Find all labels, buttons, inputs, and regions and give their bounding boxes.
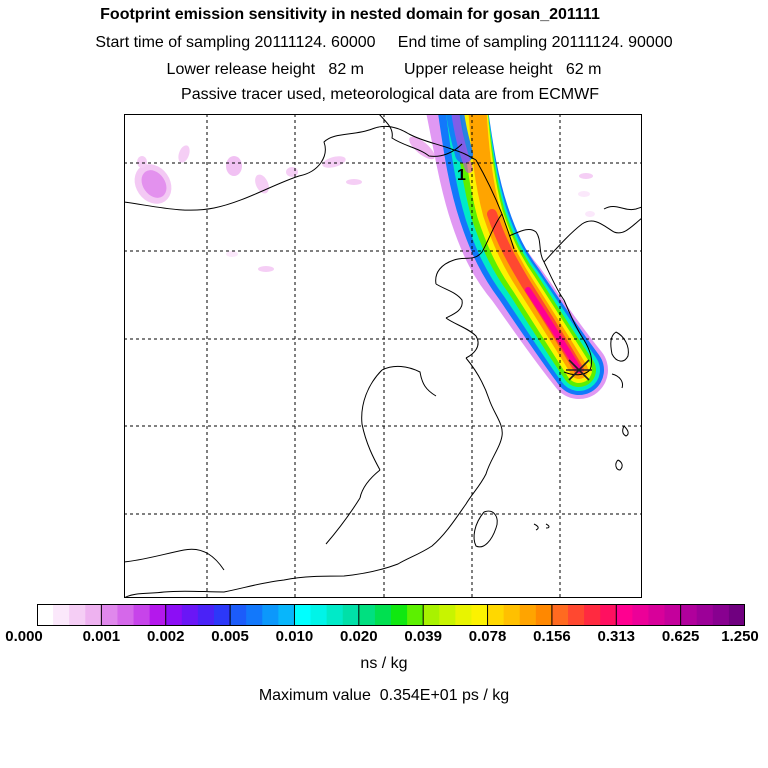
- colorbar-tick-label: 0.000: [5, 628, 43, 645]
- colorbar: [37, 604, 746, 626]
- colorbar-tick-label: 0.002: [146, 628, 185, 645]
- colorbar-swatch: [648, 604, 666, 626]
- receptor-marker: [566, 359, 592, 381]
- colorbar-swatch: [519, 604, 537, 626]
- colorbar-swatch: [503, 604, 521, 626]
- colorbar-swatch: [407, 604, 424, 626]
- colorbar-swatch: [391, 604, 408, 626]
- colorbar-swatch: [117, 604, 135, 626]
- colorbar-swatch: [728, 604, 746, 626]
- colorbar-swatch: [230, 604, 247, 626]
- colorbar-tick-label: 0.156: [533, 628, 571, 645]
- colorbar-swatch: [455, 604, 472, 626]
- colorbar-swatch: [181, 604, 199, 626]
- colorbar-swatch: [37, 604, 54, 626]
- release-marker-label: 1: [457, 167, 466, 184]
- colorbar-swatch: [101, 604, 118, 626]
- colorbar-swatch: [551, 604, 569, 626]
- sensitivity-blobs: [134, 136, 595, 272]
- colorbar-swatch: [664, 604, 682, 626]
- colorbar-swatch: [294, 604, 312, 626]
- coastlines: [124, 114, 642, 598]
- colorbar-swatch: [278, 604, 295, 626]
- colorbar-swatch: [197, 604, 215, 626]
- colorbar-swatch: [310, 604, 328, 626]
- colorbar-swatch: [680, 604, 698, 626]
- colorbar-swatch: [149, 604, 167, 626]
- map-frame: [124, 114, 642, 598]
- colorbar-swatch: [632, 604, 649, 626]
- colorbar-swatch: [133, 604, 151, 626]
- colorbar-swatch: [326, 604, 344, 626]
- colorbar-swatch: [535, 604, 553, 626]
- colorbar-swatch: [568, 604, 585, 626]
- colorbar-swatch: [342, 604, 360, 626]
- colorbar-swatch: [262, 604, 279, 626]
- colorbar-swatch: [423, 604, 440, 626]
- colorbar-swatch: [246, 604, 263, 626]
- colorbar-swatch: [487, 604, 505, 626]
- colorbar-tick-label: 0.039: [404, 628, 442, 645]
- colorbar-swatch: [439, 604, 456, 626]
- colorbar-tick-label: 0.010: [275, 628, 314, 645]
- colorbar-tick-label: 0.005: [211, 628, 249, 645]
- colorbar-swatch: [85, 604, 102, 626]
- maximum-value: Maximum value 0.354E+01 ps / kg: [258, 687, 510, 704]
- colorbar-swatch: [69, 604, 86, 626]
- colorbar-tick-label: 0.020: [340, 628, 378, 645]
- colorbar-tick-label: 0.001: [82, 628, 121, 645]
- colorbar-tick-label: 0.313: [597, 628, 636, 645]
- colorbar-swatch: [712, 604, 730, 626]
- colorbar-swatch: [471, 604, 489, 626]
- colorbar-tick-label: 0.078: [468, 628, 507, 645]
- colorbar-swatch: [696, 604, 714, 626]
- footprint-map: 1: [124, 114, 642, 598]
- tracer-info-line: Passive tracer used, meteorological data…: [181, 86, 599, 103]
- colorbar-swatch: [358, 604, 376, 626]
- colorbar-swatch: [53, 604, 70, 626]
- colorbar-tick-label: 0.625: [661, 628, 700, 645]
- release-height-line: Lower release height 82 m Upper release …: [166, 61, 602, 78]
- colorbar-swatch: [214, 604, 231, 626]
- colorbar-swatch: [584, 604, 601, 626]
- lat-lon-grid: [124, 114, 642, 598]
- colorbar-swatch: [616, 604, 633, 626]
- plot-title: Footprint emission sensitivity in nested…: [100, 6, 600, 23]
- colorbar-units: ns / kg: [360, 655, 408, 672]
- sampling-time-line: Start time of sampling 20111124. 60000 E…: [95, 34, 673, 51]
- colorbar-swatch: [600, 604, 617, 626]
- colorbar-swatch: [165, 604, 183, 626]
- colorbar-border: [37, 604, 745, 626]
- colorbar-swatch: [374, 604, 392, 626]
- colorbar-tick-label: 1.250: [721, 628, 759, 645]
